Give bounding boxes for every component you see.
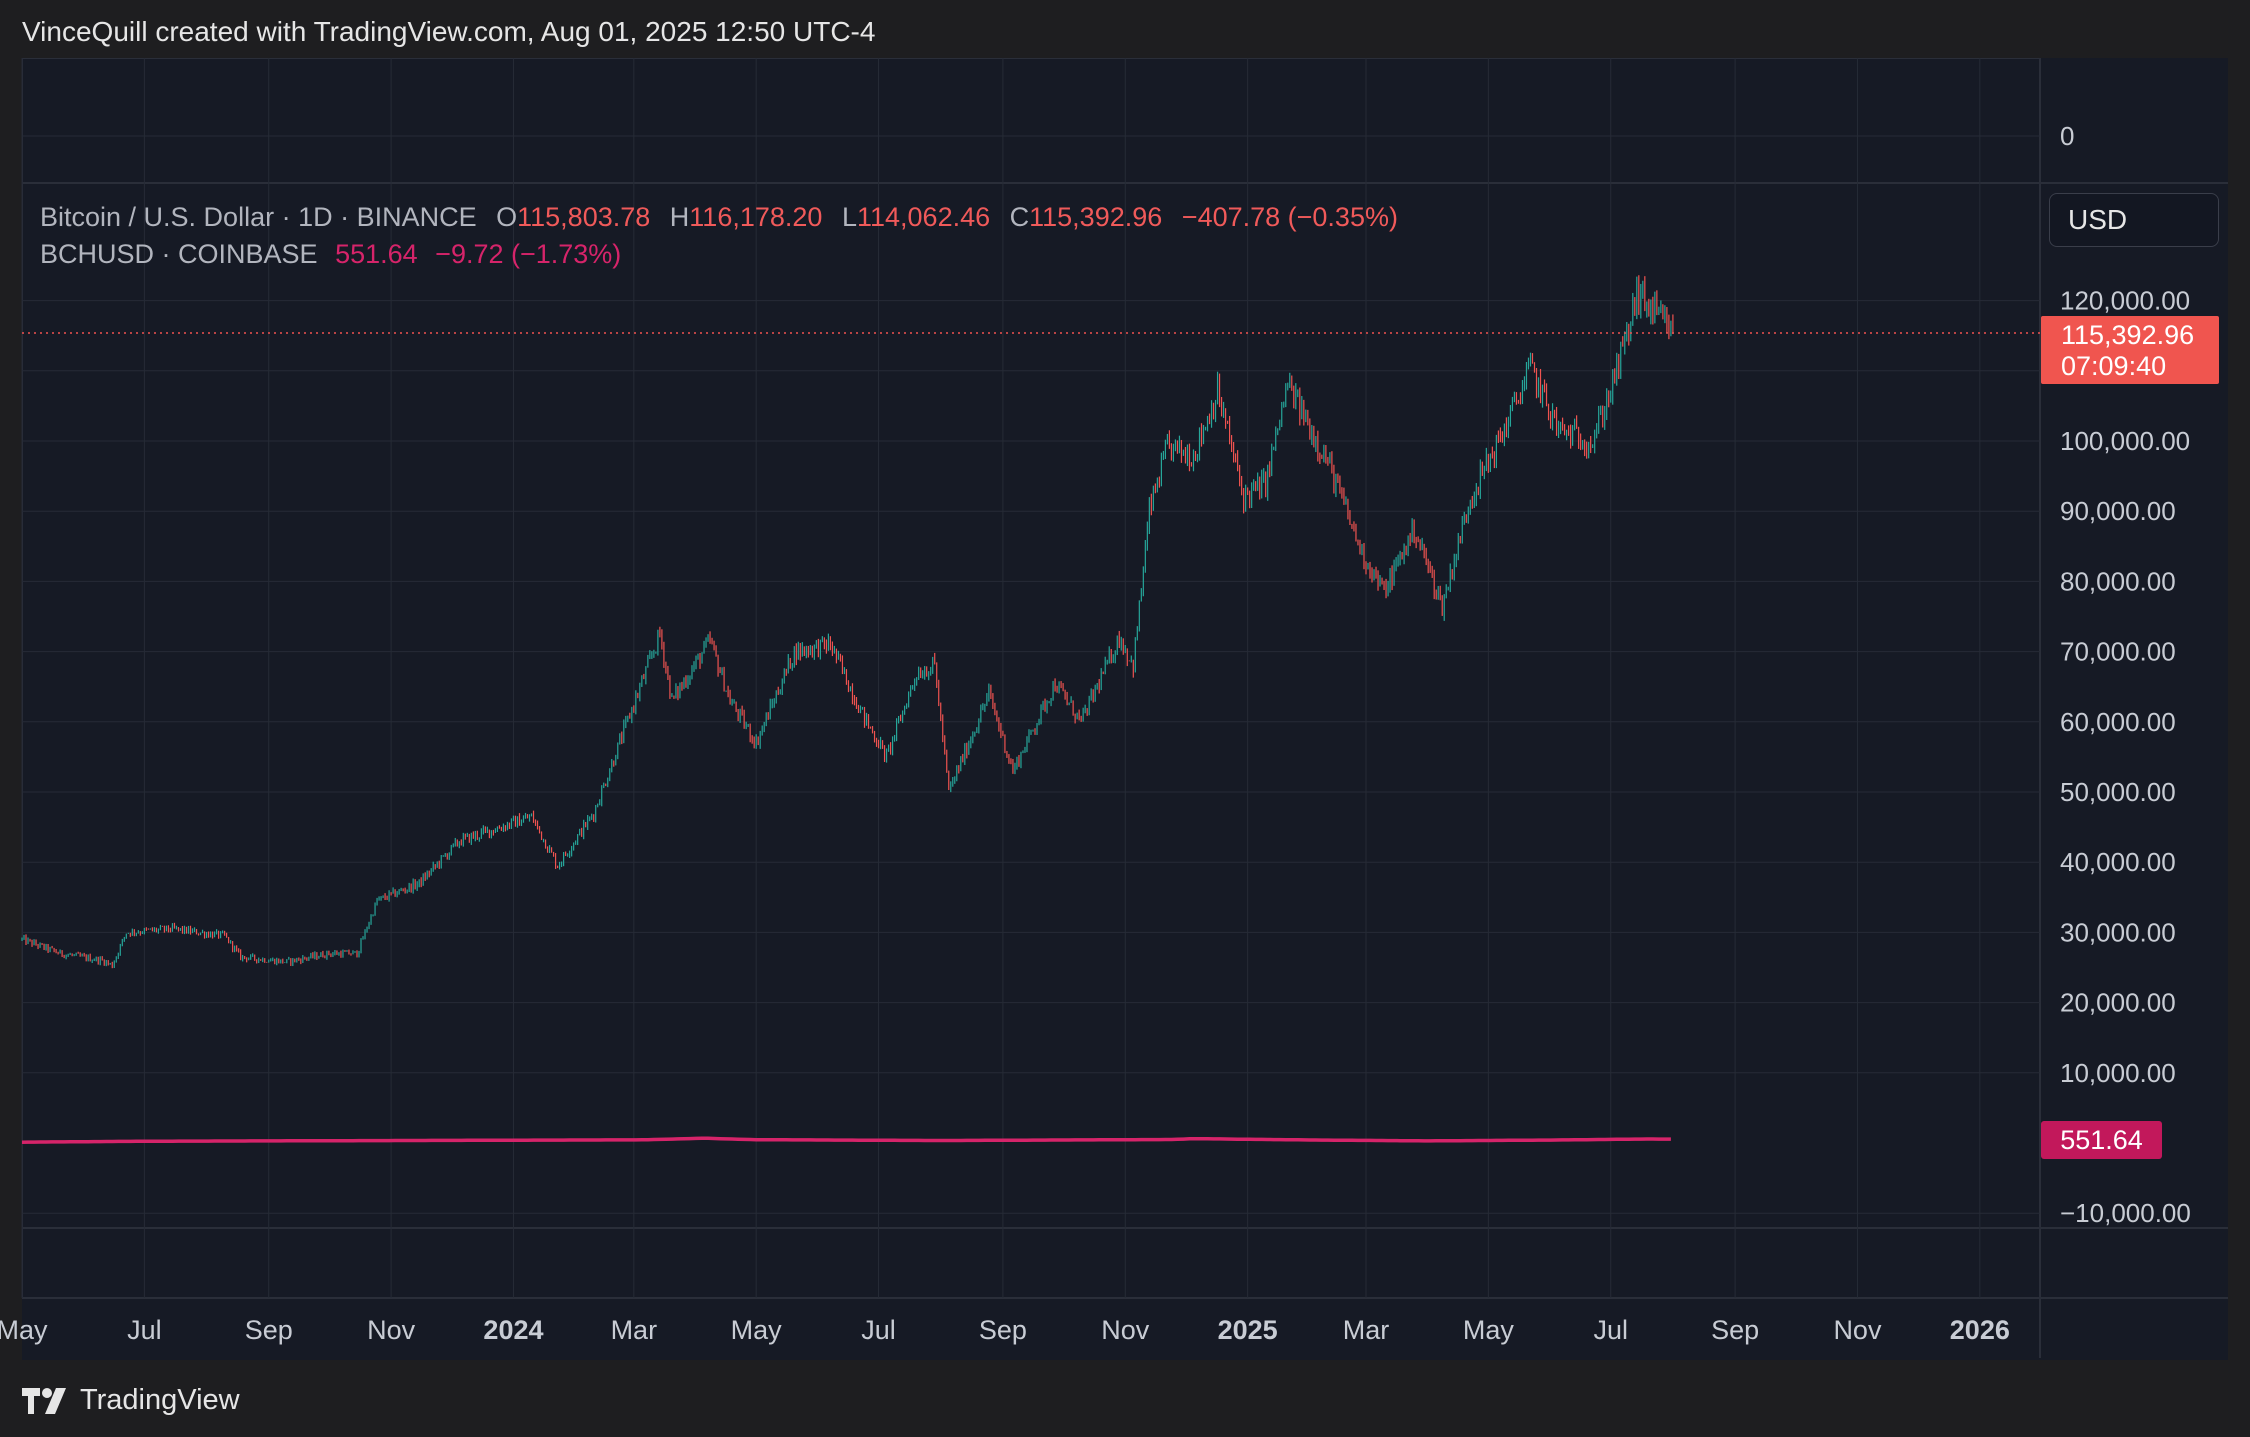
x-tick-label: Nov [1833, 1315, 1882, 1345]
x-tick-label: Jul [1593, 1315, 1628, 1345]
bch-price: 551.64 [335, 239, 418, 269]
close-value: 115,392.96 [1029, 202, 1163, 232]
footer: TradingView [22, 1384, 240, 1417]
close-label: C [1009, 202, 1030, 232]
chart-attribution: VinceQuill created with TradingView.com,… [22, 16, 876, 47]
open-label: O [496, 202, 518, 232]
bar-countdown: 07:09:40 [2061, 351, 2167, 381]
x-axis: May Jul Sep Nov 2024 Mar May Jul Sep Nov 2025 Mar Ma… [0, 1315, 2010, 1345]
y-tick-label: 30,000.00 [2060, 917, 2176, 947]
y-tick-label: 20,000.00 [2060, 988, 2176, 1018]
btc-candles [21, 275, 1674, 969]
footer-brand[interactable]: TradingView [80, 1384, 240, 1416]
time-scale-bg [22, 1298, 2228, 1360]
btc-symbol[interactable]: Bitcoin / U.S. Dollar · 1D · BINANCE [40, 202, 477, 232]
x-tick-label: May [0, 1315, 48, 1345]
bch-legend: BCHUSD · COINBASE 551.64 −9.72 (−1.73%) [40, 239, 621, 270]
x-tick-label: Sep [979, 1315, 1027, 1345]
y-tick-label: 50,000.00 [2060, 777, 2176, 807]
x-tick-label: Jul [861, 1315, 896, 1345]
tradingview-logo-icon[interactable] [22, 1387, 70, 1414]
bch-change: −9.72 (−1.73%) [435, 239, 622, 269]
y-tick-label: 90,000.00 [2060, 496, 2176, 526]
y-tick-label: 100,000.00 [2060, 426, 2190, 456]
low-label: L [841, 202, 857, 232]
y-tick-label: 10,000.00 [2060, 1058, 2176, 1088]
low-value: 114,062.46 [856, 202, 991, 232]
x-tick-label: 2025 [1218, 1315, 1278, 1345]
y-tick-label: 60,000.00 [2060, 707, 2176, 737]
bch-line [21, 1136, 1671, 1144]
y-tick-label: 0 [2060, 121, 2074, 151]
btc-change: −407.78 (−0.35%) [1181, 202, 1398, 232]
x-tick-label: Mar [1343, 1315, 1390, 1345]
y-tick-label: 70,000.00 [2060, 637, 2176, 667]
x-tick-label: Sep [245, 1315, 293, 1345]
open-value: 115,803.78 [517, 202, 651, 232]
high-label: H [669, 202, 690, 232]
high-value: 116,178.20 [689, 202, 823, 232]
x-tick-label: 2026 [1950, 1315, 2010, 1345]
x-tick-label: Jul [127, 1315, 162, 1345]
y-tick-label: 40,000.00 [2060, 847, 2176, 877]
x-tick-label: 2024 [483, 1315, 543, 1345]
bch-symbol[interactable]: BCHUSD · COINBASE [40, 239, 318, 269]
last-price-value: 115,392.96 [2061, 320, 2195, 350]
bch-price-tag: 551.64 [2041, 1121, 2162, 1159]
x-tick-label: Mar [611, 1315, 658, 1345]
btc-legend: Bitcoin / U.S. Dollar · 1D · BINANCE O11… [40, 202, 1398, 233]
y-tick-label: 120,000.00 [2060, 286, 2190, 316]
x-tick-label: May [731, 1315, 783, 1345]
x-tick-label: Nov [367, 1315, 416, 1345]
y-tick-label: 80,000.00 [2060, 566, 2176, 596]
chart-grid [21, 58, 2228, 1360]
price-scale-bg [2040, 58, 2228, 1298]
x-tick-label: May [1463, 1315, 1515, 1345]
currency-selector-button[interactable]: USD [2049, 193, 2219, 247]
last-price-tag: 115,392.96 07:09:40 [2041, 316, 2219, 384]
y-axis: −10,000.00 0 10,000.00 20,000.00 30,000.00 40… [2060, 121, 2191, 1228]
x-tick-label: Nov [1101, 1315, 1150, 1345]
bch-series [21, 1136, 1671, 1144]
x-tick-label: Sep [1711, 1315, 1759, 1345]
y-tick-label: −10,000.00 [2060, 1198, 2191, 1228]
